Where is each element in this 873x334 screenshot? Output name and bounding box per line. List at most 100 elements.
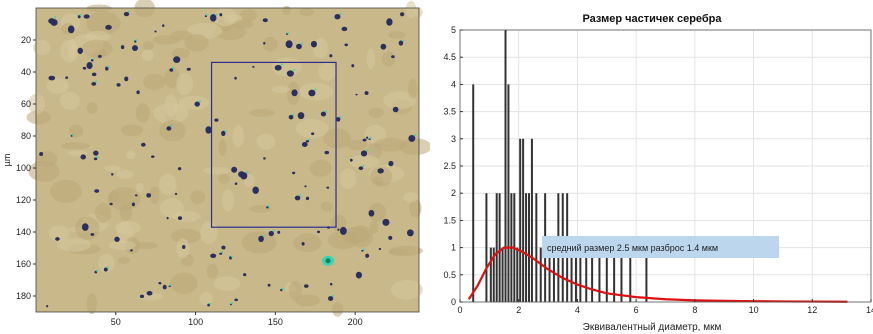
particle — [166, 216, 169, 220]
particle — [98, 54, 102, 58]
texture-patch — [115, 221, 141, 235]
particle — [294, 195, 301, 201]
particle — [48, 75, 56, 81]
texture-patch — [81, 39, 113, 58]
particle — [304, 284, 309, 288]
texture-patch — [282, 5, 291, 15]
particle — [83, 14, 90, 19]
particle — [234, 298, 238, 302]
particle — [277, 230, 281, 234]
y-tick-label: 20 — [21, 35, 31, 45]
annotation-text: средний размер 2.5 мкм разброс 1.4 мкм — [547, 243, 718, 253]
particle-highlight — [325, 110, 328, 113]
texture-patch — [249, 109, 275, 117]
texture-patch — [383, 91, 416, 110]
particle-highlight — [262, 235, 265, 238]
particle — [304, 185, 307, 188]
texture-patch — [299, 7, 315, 17]
texture-patch — [366, 48, 375, 70]
particle — [329, 282, 333, 286]
particle — [243, 273, 247, 277]
particle — [154, 30, 157, 33]
particle — [337, 228, 340, 231]
texture-patch — [134, 0, 156, 18]
particle-highlight — [299, 194, 302, 197]
particle — [103, 267, 108, 272]
particle-highlight — [362, 164, 365, 167]
histogram-bar — [620, 247, 623, 302]
particle-highlight — [246, 171, 249, 174]
particle-highlight — [215, 13, 218, 16]
y-tick-label: 120 — [16, 195, 31, 205]
texture-patch — [369, 221, 379, 234]
particle — [146, 193, 152, 198]
particle — [351, 64, 355, 68]
histogram-bar — [516, 247, 519, 302]
particle-highlight — [230, 255, 233, 258]
particle-highlight — [198, 100, 201, 103]
texture-patch — [104, 165, 122, 172]
particle — [378, 247, 382, 251]
particle — [91, 72, 97, 77]
particle-highlight — [170, 124, 173, 127]
particle-highlight — [221, 251, 224, 254]
particle — [94, 189, 100, 193]
x-tick-label: 4 — [575, 305, 580, 315]
x-tick-label: 8 — [692, 305, 697, 315]
micrograph-axes: 50 100 150 200 20 40 60 80 100 120 140 160 180 µm — [2, 7, 420, 327]
texture-patch — [108, 240, 136, 250]
texture-patch — [409, 199, 422, 218]
histogram-bar — [629, 247, 632, 302]
texture-patch — [170, 228, 201, 244]
texture-patch — [153, 103, 189, 124]
particle — [324, 150, 330, 155]
particle — [141, 142, 146, 147]
particle — [186, 67, 191, 71]
particle — [268, 230, 274, 237]
particle — [240, 172, 248, 180]
particle — [258, 235, 264, 243]
particle-highlight — [96, 156, 99, 159]
y-tick-label: 0 — [451, 297, 456, 307]
x-tick-label: 50 — [111, 317, 121, 327]
particle — [39, 152, 44, 156]
particle — [335, 117, 341, 122]
particle — [146, 291, 153, 296]
particle — [114, 236, 120, 242]
particle-highlight — [402, 39, 405, 42]
particle — [123, 11, 130, 17]
particle — [398, 40, 404, 46]
histogram-bar — [539, 247, 542, 302]
texture-patch — [142, 40, 154, 51]
y-tick-label: 2 — [451, 188, 456, 198]
texture-patch — [26, 110, 51, 125]
particle — [291, 89, 298, 97]
particle — [219, 252, 223, 255]
particle — [77, 47, 84, 54]
particle — [134, 194, 138, 197]
histogram-bar — [585, 247, 588, 302]
particle-highlight — [292, 68, 295, 71]
histogram-bar — [525, 193, 528, 302]
texture-patch — [388, 245, 423, 256]
texture-patch — [203, 166, 231, 175]
particle — [301, 241, 305, 246]
texture-patch — [218, 138, 227, 156]
particle — [173, 56, 181, 64]
texture-patch — [320, 201, 333, 212]
particle — [234, 182, 238, 185]
histogram-bar — [495, 193, 498, 302]
particle — [386, 18, 393, 26]
particle — [388, 160, 394, 167]
particle — [91, 81, 97, 86]
particle — [355, 271, 363, 279]
particle — [358, 166, 364, 171]
particle — [311, 132, 315, 136]
fit-curve-line — [467, 246, 848, 303]
y-tick-label: 160 — [16, 259, 31, 269]
particle — [131, 202, 135, 207]
particle — [231, 166, 238, 173]
particle — [105, 66, 109, 71]
texture-patch — [199, 291, 213, 306]
particle-highlight — [308, 138, 311, 141]
